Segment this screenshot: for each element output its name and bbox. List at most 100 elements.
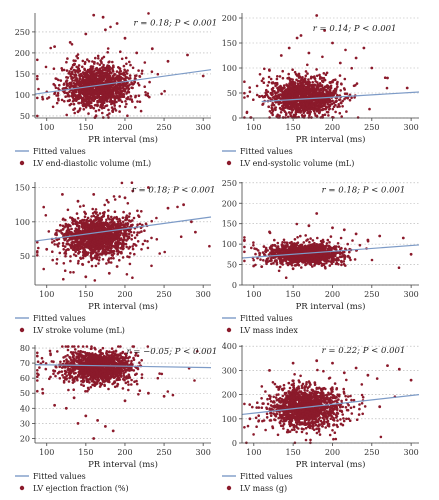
data-point bbox=[348, 98, 352, 102]
data-point bbox=[248, 86, 251, 89]
data-point bbox=[71, 71, 74, 74]
data-point bbox=[334, 262, 338, 266]
data-point bbox=[150, 70, 154, 73]
y-tick-label: 150 bbox=[15, 183, 30, 192]
data-point bbox=[106, 248, 109, 251]
data-point bbox=[113, 216, 116, 219]
data-point bbox=[109, 98, 112, 101]
data-point bbox=[81, 65, 84, 69]
data-point bbox=[305, 103, 309, 107]
data-point bbox=[300, 95, 304, 98]
data-point bbox=[397, 266, 401, 270]
data-point bbox=[67, 248, 70, 251]
data-point bbox=[143, 61, 147, 64]
data-point bbox=[36, 254, 39, 257]
data-point bbox=[109, 25, 112, 29]
data-point bbox=[127, 235, 130, 239]
outlier-point bbox=[76, 110, 80, 114]
data-point bbox=[129, 252, 132, 255]
data-point bbox=[82, 103, 86, 106]
data-point bbox=[287, 111, 291, 114]
data-point bbox=[72, 102, 76, 106]
data-point bbox=[270, 81, 274, 85]
data-point bbox=[115, 238, 119, 241]
data-point bbox=[101, 111, 104, 115]
data-point bbox=[66, 208, 70, 212]
data-point bbox=[281, 87, 284, 91]
data-point bbox=[293, 94, 296, 98]
data-point bbox=[274, 106, 278, 109]
data-point bbox=[296, 236, 299, 239]
data-point bbox=[321, 113, 325, 117]
data-point bbox=[99, 220, 102, 224]
data-point bbox=[96, 62, 99, 65]
data-point bbox=[64, 95, 67, 98]
data-point bbox=[293, 238, 297, 241]
data-point bbox=[150, 236, 153, 240]
data-point bbox=[291, 109, 295, 112]
data-point bbox=[98, 70, 101, 73]
data-point bbox=[82, 91, 86, 95]
y-tick-label: 0 bbox=[232, 114, 237, 123]
data-point bbox=[324, 88, 328, 92]
data-point bbox=[124, 105, 127, 109]
data-point bbox=[87, 251, 90, 254]
data-point bbox=[344, 48, 347, 52]
data-point bbox=[55, 258, 59, 261]
data-point bbox=[282, 84, 286, 87]
x-tick-label: 250 bbox=[156, 290, 171, 299]
data-point bbox=[70, 77, 73, 80]
data-point bbox=[70, 231, 73, 234]
x-tick-label: 100 bbox=[246, 123, 261, 132]
data-point bbox=[112, 93, 115, 97]
y-tick-label: 150 bbox=[15, 70, 30, 79]
data-point bbox=[56, 91, 60, 95]
data-point bbox=[116, 246, 120, 249]
data-point bbox=[128, 212, 131, 215]
data-point bbox=[148, 95, 151, 99]
data-point bbox=[63, 225, 66, 229]
data-point bbox=[323, 86, 326, 90]
data-point bbox=[278, 75, 282, 78]
data-point bbox=[343, 88, 347, 91]
data-point bbox=[138, 75, 142, 78]
data-point bbox=[146, 246, 150, 250]
outlier-point bbox=[150, 47, 154, 51]
data-point bbox=[133, 236, 137, 240]
legend-series-name: LV end-diastolic volume (mL) bbox=[33, 159, 151, 168]
data-point bbox=[94, 223, 97, 227]
data-point bbox=[285, 83, 288, 86]
data-point bbox=[137, 69, 140, 72]
data-point bbox=[293, 81, 297, 84]
data-point bbox=[85, 225, 88, 228]
data-point bbox=[111, 67, 114, 70]
data-point bbox=[89, 65, 93, 69]
data-point bbox=[89, 236, 93, 240]
data-point bbox=[300, 77, 304, 81]
data-point bbox=[252, 98, 255, 101]
data-point bbox=[106, 223, 110, 227]
data-point bbox=[127, 88, 130, 91]
data-point bbox=[287, 72, 291, 76]
data-point bbox=[108, 75, 111, 78]
data-point bbox=[328, 107, 332, 110]
data-point bbox=[125, 102, 128, 106]
data-point bbox=[328, 241, 331, 244]
data-point bbox=[122, 93, 126, 96]
data-point bbox=[308, 93, 311, 96]
data-point bbox=[296, 93, 299, 97]
data-point bbox=[96, 96, 99, 100]
data-point bbox=[126, 224, 129, 228]
data-point bbox=[129, 230, 133, 234]
data-point bbox=[125, 245, 128, 249]
data-point bbox=[325, 110, 329, 114]
data-point bbox=[256, 249, 260, 252]
data-point bbox=[65, 60, 68, 64]
data-point bbox=[106, 97, 109, 101]
data-point bbox=[72, 271, 75, 274]
data-point bbox=[72, 108, 75, 111]
data-point bbox=[311, 90, 314, 93]
data-point bbox=[100, 92, 103, 95]
data-point bbox=[69, 271, 72, 274]
